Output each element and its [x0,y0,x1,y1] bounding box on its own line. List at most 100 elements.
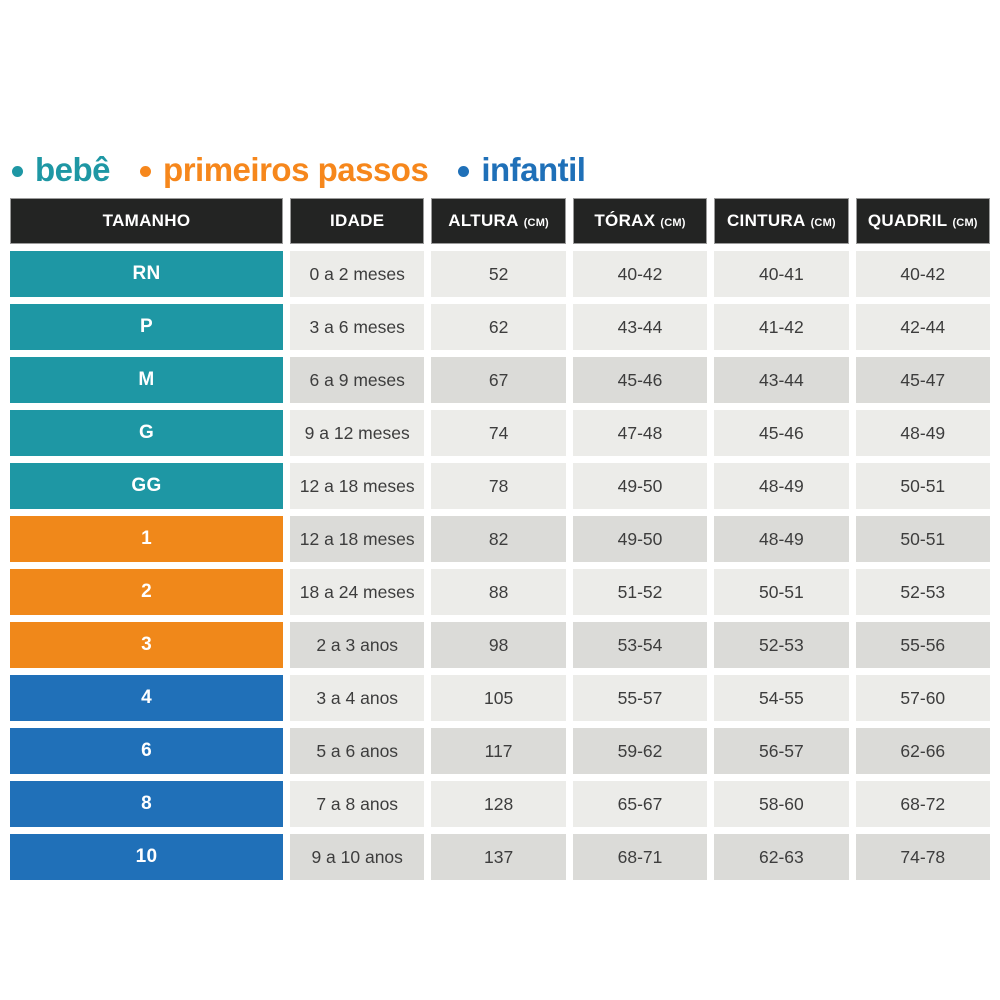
legend-bullet-icon [12,165,23,177]
torax-cell: 40-42 [572,251,708,297]
idade-cell: 12 a 18 meses [290,463,425,509]
altura-cell: 67 [431,357,566,403]
header-altura: ALTURA (CM) [431,198,566,244]
torax-cell: 59-62 [572,728,708,774]
altura-cell: 82 [431,516,566,562]
altura-cell: 88 [431,569,566,615]
size-cell: 3 [10,622,283,668]
idade-cell: 5 a 6 anos [290,728,425,774]
header-label: CINTURA [726,211,806,230]
altura-cell: 52 [431,251,566,297]
altura-cell: 98 [431,622,566,668]
size-cell: 2 [10,569,283,615]
torax-cell: 51-52 [572,569,708,615]
idade-cell: 7 a 8 anos [290,781,425,827]
size-cell: 10 [10,834,283,880]
header-quadril: QUADRIL (CM) [855,198,990,244]
quadril-cell: 40-42 [855,251,990,297]
idade-cell: 0 a 2 meses [290,251,425,297]
quadril-cell: 74-78 [855,834,990,880]
legend-label: bebê [35,151,111,188]
legend-item-1: primeiros passos [140,151,429,189]
cintura-cell: 56-57 [714,728,849,774]
quadril-cell: 55-56 [855,622,990,668]
header-idade: IDADE [290,198,425,244]
category-legend: bebê primeiros passos infantil [10,150,990,190]
quadril-cell: 68-72 [855,781,990,827]
header-unit: (CM) [660,217,686,229]
legend-item-0: bebê [12,151,111,189]
header-label: ALTURA [448,211,519,230]
header-unit: (CM) [810,217,836,229]
header-torax: TÓRAX (CM) [572,198,708,244]
header-unit: (CM) [523,217,549,229]
header-label: TAMANHO [102,211,191,230]
cintura-cell: 58-60 [714,781,849,827]
idade-cell: 6 a 9 meses [290,357,425,403]
header-label: QUADRIL [867,211,948,230]
quadril-cell: 50-51 [855,516,990,562]
size-cell: 6 [10,728,283,774]
torax-cell: 68-71 [572,834,708,880]
altura-cell: 74 [431,410,566,456]
cintura-cell: 52-53 [714,622,849,668]
idade-cell: 18 a 24 meses [290,569,425,615]
cintura-cell: 41-42 [714,304,849,350]
quadril-cell: 50-51 [855,463,990,509]
idade-cell: 9 a 12 meses [290,410,425,456]
cintura-cell: 50-51 [714,569,849,615]
quadril-cell: 42-44 [855,304,990,350]
torax-cell: 53-54 [572,622,708,668]
header-unit: (CM) [952,217,978,229]
size-chart-page: bebê primeiros passos infantil TAMANHO I… [10,150,990,880]
idade-cell: 3 a 6 meses [290,304,425,350]
torax-cell: 49-50 [572,516,708,562]
cintura-cell: 54-55 [714,675,849,721]
quadril-cell: 48-49 [855,410,990,456]
cintura-cell: 48-49 [714,516,849,562]
header-label: TÓRAX [594,211,656,230]
header-tamanho: TAMANHO [10,198,283,244]
quadril-cell: 57-60 [855,675,990,721]
quadril-cell: 45-47 [855,357,990,403]
size-cell: G [10,410,283,456]
quadril-cell: 52-53 [855,569,990,615]
size-cell: 1 [10,516,283,562]
altura-cell: 117 [431,728,566,774]
torax-cell: 55-57 [572,675,708,721]
quadril-cell: 62-66 [855,728,990,774]
size-cell: M [10,357,283,403]
idade-cell: 9 a 10 anos [290,834,425,880]
torax-cell: 43-44 [572,304,708,350]
header-cintura: CINTURA (CM) [714,198,849,244]
legend-label: primeiros passos [163,151,429,188]
torax-cell: 47-48 [572,410,708,456]
torax-cell: 49-50 [572,463,708,509]
altura-cell: 78 [431,463,566,509]
idade-cell: 2 a 3 anos [290,622,425,668]
altura-cell: 105 [431,675,566,721]
altura-cell: 137 [431,834,566,880]
altura-cell: 62 [431,304,566,350]
idade-cell: 3 a 4 anos [290,675,425,721]
cintura-cell: 48-49 [714,463,849,509]
size-cell: 4 [10,675,283,721]
header-label: IDADE [329,211,385,230]
size-cell: RN [10,251,283,297]
size-table: TAMANHO IDADE ALTURA (CM) TÓRAX (CM) CINTU… [10,198,990,880]
size-cell: GG [10,463,283,509]
cintura-cell: 43-44 [714,357,849,403]
size-cell: 8 [10,781,283,827]
torax-cell: 65-67 [572,781,708,827]
legend-bullet-icon [458,165,470,177]
cintura-cell: 62-63 [714,834,849,880]
torax-cell: 45-46 [572,357,708,403]
legend-item-2: infantil [458,151,586,189]
idade-cell: 12 a 18 meses [290,516,425,562]
size-cell: P [10,304,283,350]
altura-cell: 128 [431,781,566,827]
cintura-cell: 45-46 [714,410,849,456]
cintura-cell: 40-41 [714,251,849,297]
legend-bullet-icon [140,165,152,177]
legend-label: infantil [481,151,586,188]
